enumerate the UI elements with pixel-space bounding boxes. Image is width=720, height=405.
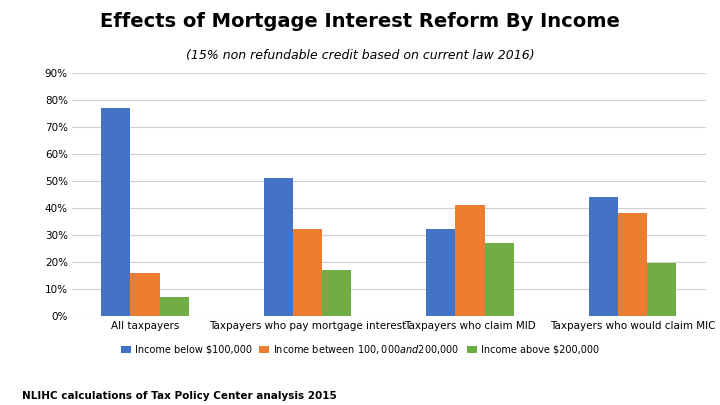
Legend: Income below $100,000, Income between $100,000 and $200,000, Income above $200,0: Income below $100,000, Income between $1…	[117, 339, 603, 360]
Text: NLIHC calculations of Tax Policy Center analysis 2015: NLIHC calculations of Tax Policy Center …	[22, 391, 336, 401]
Bar	[618, 213, 647, 316]
Bar	[647, 263, 676, 316]
Bar	[264, 178, 293, 316]
Text: (15% non refundable credit based on current law 2016): (15% non refundable credit based on curr…	[186, 49, 534, 62]
Bar	[589, 197, 618, 316]
Bar	[426, 230, 456, 316]
Bar	[160, 297, 189, 316]
Bar	[293, 230, 322, 316]
Bar	[456, 205, 485, 316]
Bar	[485, 243, 514, 316]
Bar	[102, 108, 130, 316]
Bar	[130, 273, 160, 316]
Text: Effects of Mortgage Interest Reform By Income: Effects of Mortgage Interest Reform By I…	[100, 12, 620, 31]
Bar	[322, 270, 351, 316]
